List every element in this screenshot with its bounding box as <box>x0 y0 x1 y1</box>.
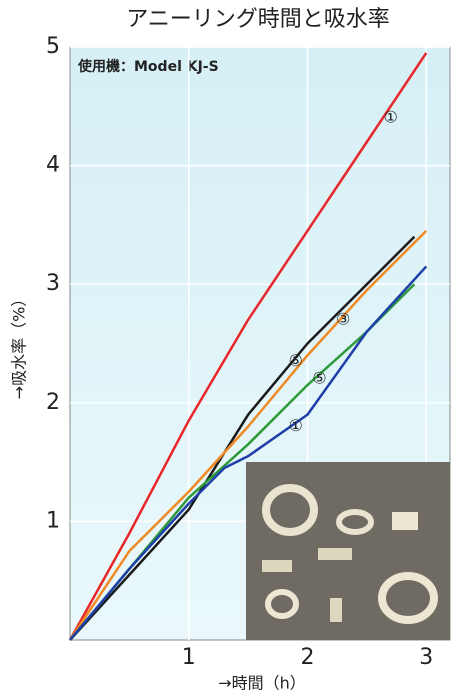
curve-label: ⑤ <box>312 369 326 388</box>
photo-inset <box>246 462 450 640</box>
y-tick-label: 5 <box>46 34 60 59</box>
subtitle: 使用機：Model KJ-S <box>77 58 219 75</box>
x-tick-label: 1 <box>182 645 196 670</box>
clip-shape <box>330 598 342 622</box>
curve-label: ① <box>383 108 397 127</box>
y-tick-label: 3 <box>46 271 60 296</box>
curve-label: ③ <box>336 309 350 328</box>
y-tick-label: 2 <box>46 390 60 415</box>
x-tick-label: 2 <box>301 645 315 670</box>
y-tick-label: 1 <box>46 508 60 533</box>
curve-label: ⑤ <box>288 351 302 370</box>
y-axis-label: →吸水率（%） <box>10 291 29 400</box>
chart: アニーリング時間と吸水率 使用機：Model KJ-S →時間（h） →吸水率（… <box>0 0 462 698</box>
curve-label: ① <box>288 416 302 435</box>
x-axis-label: →時間（h） <box>218 674 306 693</box>
x-tick-label: 3 <box>419 645 433 670</box>
y-tick-label: 4 <box>46 153 60 178</box>
clip-shape <box>392 512 418 530</box>
clip-shape <box>262 560 292 572</box>
chart-title: アニーリング時間と吸水率 <box>126 7 390 32</box>
clip-shape <box>318 548 352 560</box>
page: {"chart_data": { "type": "line", "title"… <box>0 0 462 698</box>
